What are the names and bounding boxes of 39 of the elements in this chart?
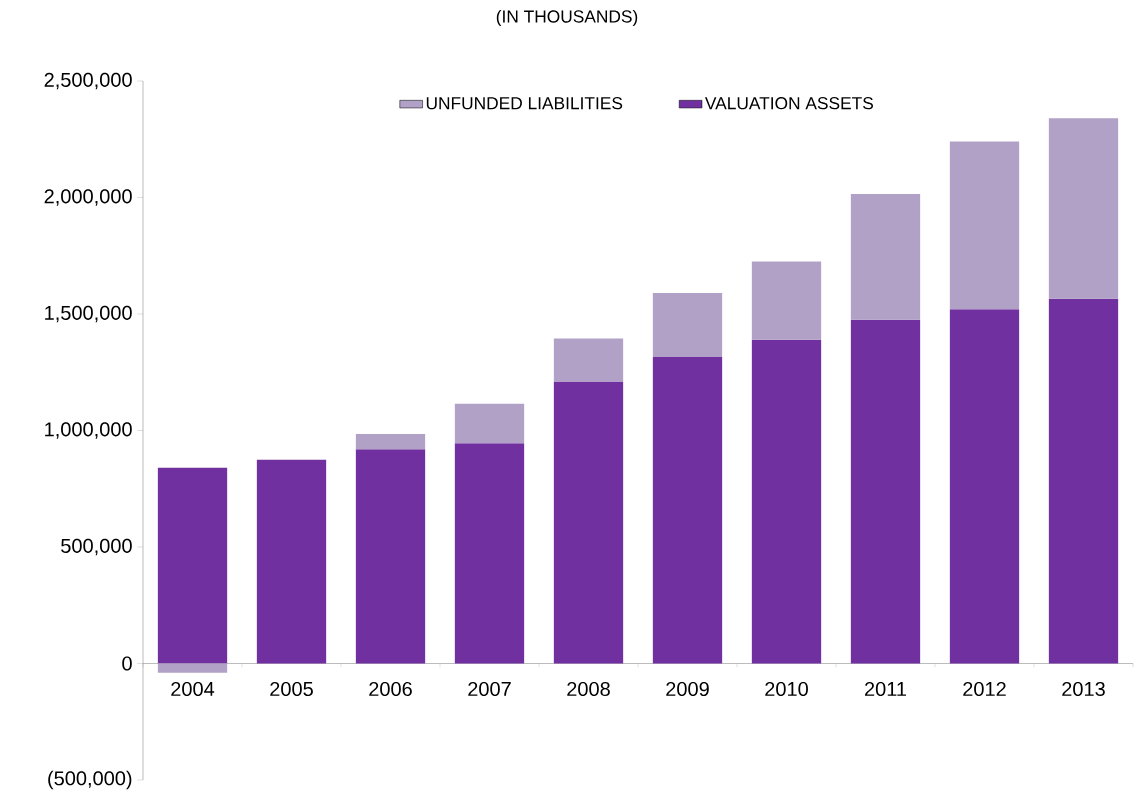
- chart-title: (IN THOUSANDS): [496, 9, 638, 27]
- bar: [652, 293, 723, 358]
- x-tick-label: 2010: [765, 681, 808, 697]
- legend-label: UNFUNDED LIABILITIES: [426, 97, 623, 110]
- x-tick-label: 2011: [865, 681, 907, 697]
- bar: [1048, 118, 1119, 299]
- bar: [949, 309, 1020, 664]
- y-tick-label: 2,500,000: [44, 72, 132, 90]
- bar: [751, 339, 822, 664]
- x-tick-label: 2009: [666, 681, 709, 697]
- bar: [355, 449, 426, 664]
- bar: [751, 261, 822, 340]
- bar: [553, 338, 624, 382]
- bar: [949, 141, 1020, 310]
- x-tick-label: 2012: [963, 681, 1006, 697]
- y-tick-label: 1,000,000: [45, 422, 132, 439]
- y-tick-label: 2,000,000: [44, 189, 132, 206]
- legend-label: VALUATION ASSETS: [704, 97, 873, 110]
- y-tick-label: 0: [122, 656, 132, 671]
- bar: [652, 357, 723, 664]
- bar: [256, 459, 327, 664]
- y-tick-label: 1,500,000: [45, 305, 132, 323]
- y-tick-label: (500,000): [48, 770, 132, 790]
- x-tick-label: 2004: [171, 681, 215, 697]
- x-tick-label: 2006: [369, 681, 412, 697]
- bar: [157, 663, 228, 673]
- bar: [850, 194, 921, 320]
- bar: [454, 443, 525, 664]
- x-tick-label: 2005: [270, 681, 313, 697]
- bar: [1048, 298, 1119, 664]
- bar: [157, 467, 228, 664]
- y-tick-label: 500,000: [61, 538, 132, 556]
- x-tick-label: 2008: [567, 681, 610, 697]
- bar: [850, 319, 921, 664]
- bar: [454, 403, 525, 444]
- bar: [553, 381, 624, 664]
- x-tick-label: 2013: [1062, 681, 1105, 697]
- x-tick-label: 2007: [468, 681, 511, 697]
- bar: [355, 433, 426, 450]
